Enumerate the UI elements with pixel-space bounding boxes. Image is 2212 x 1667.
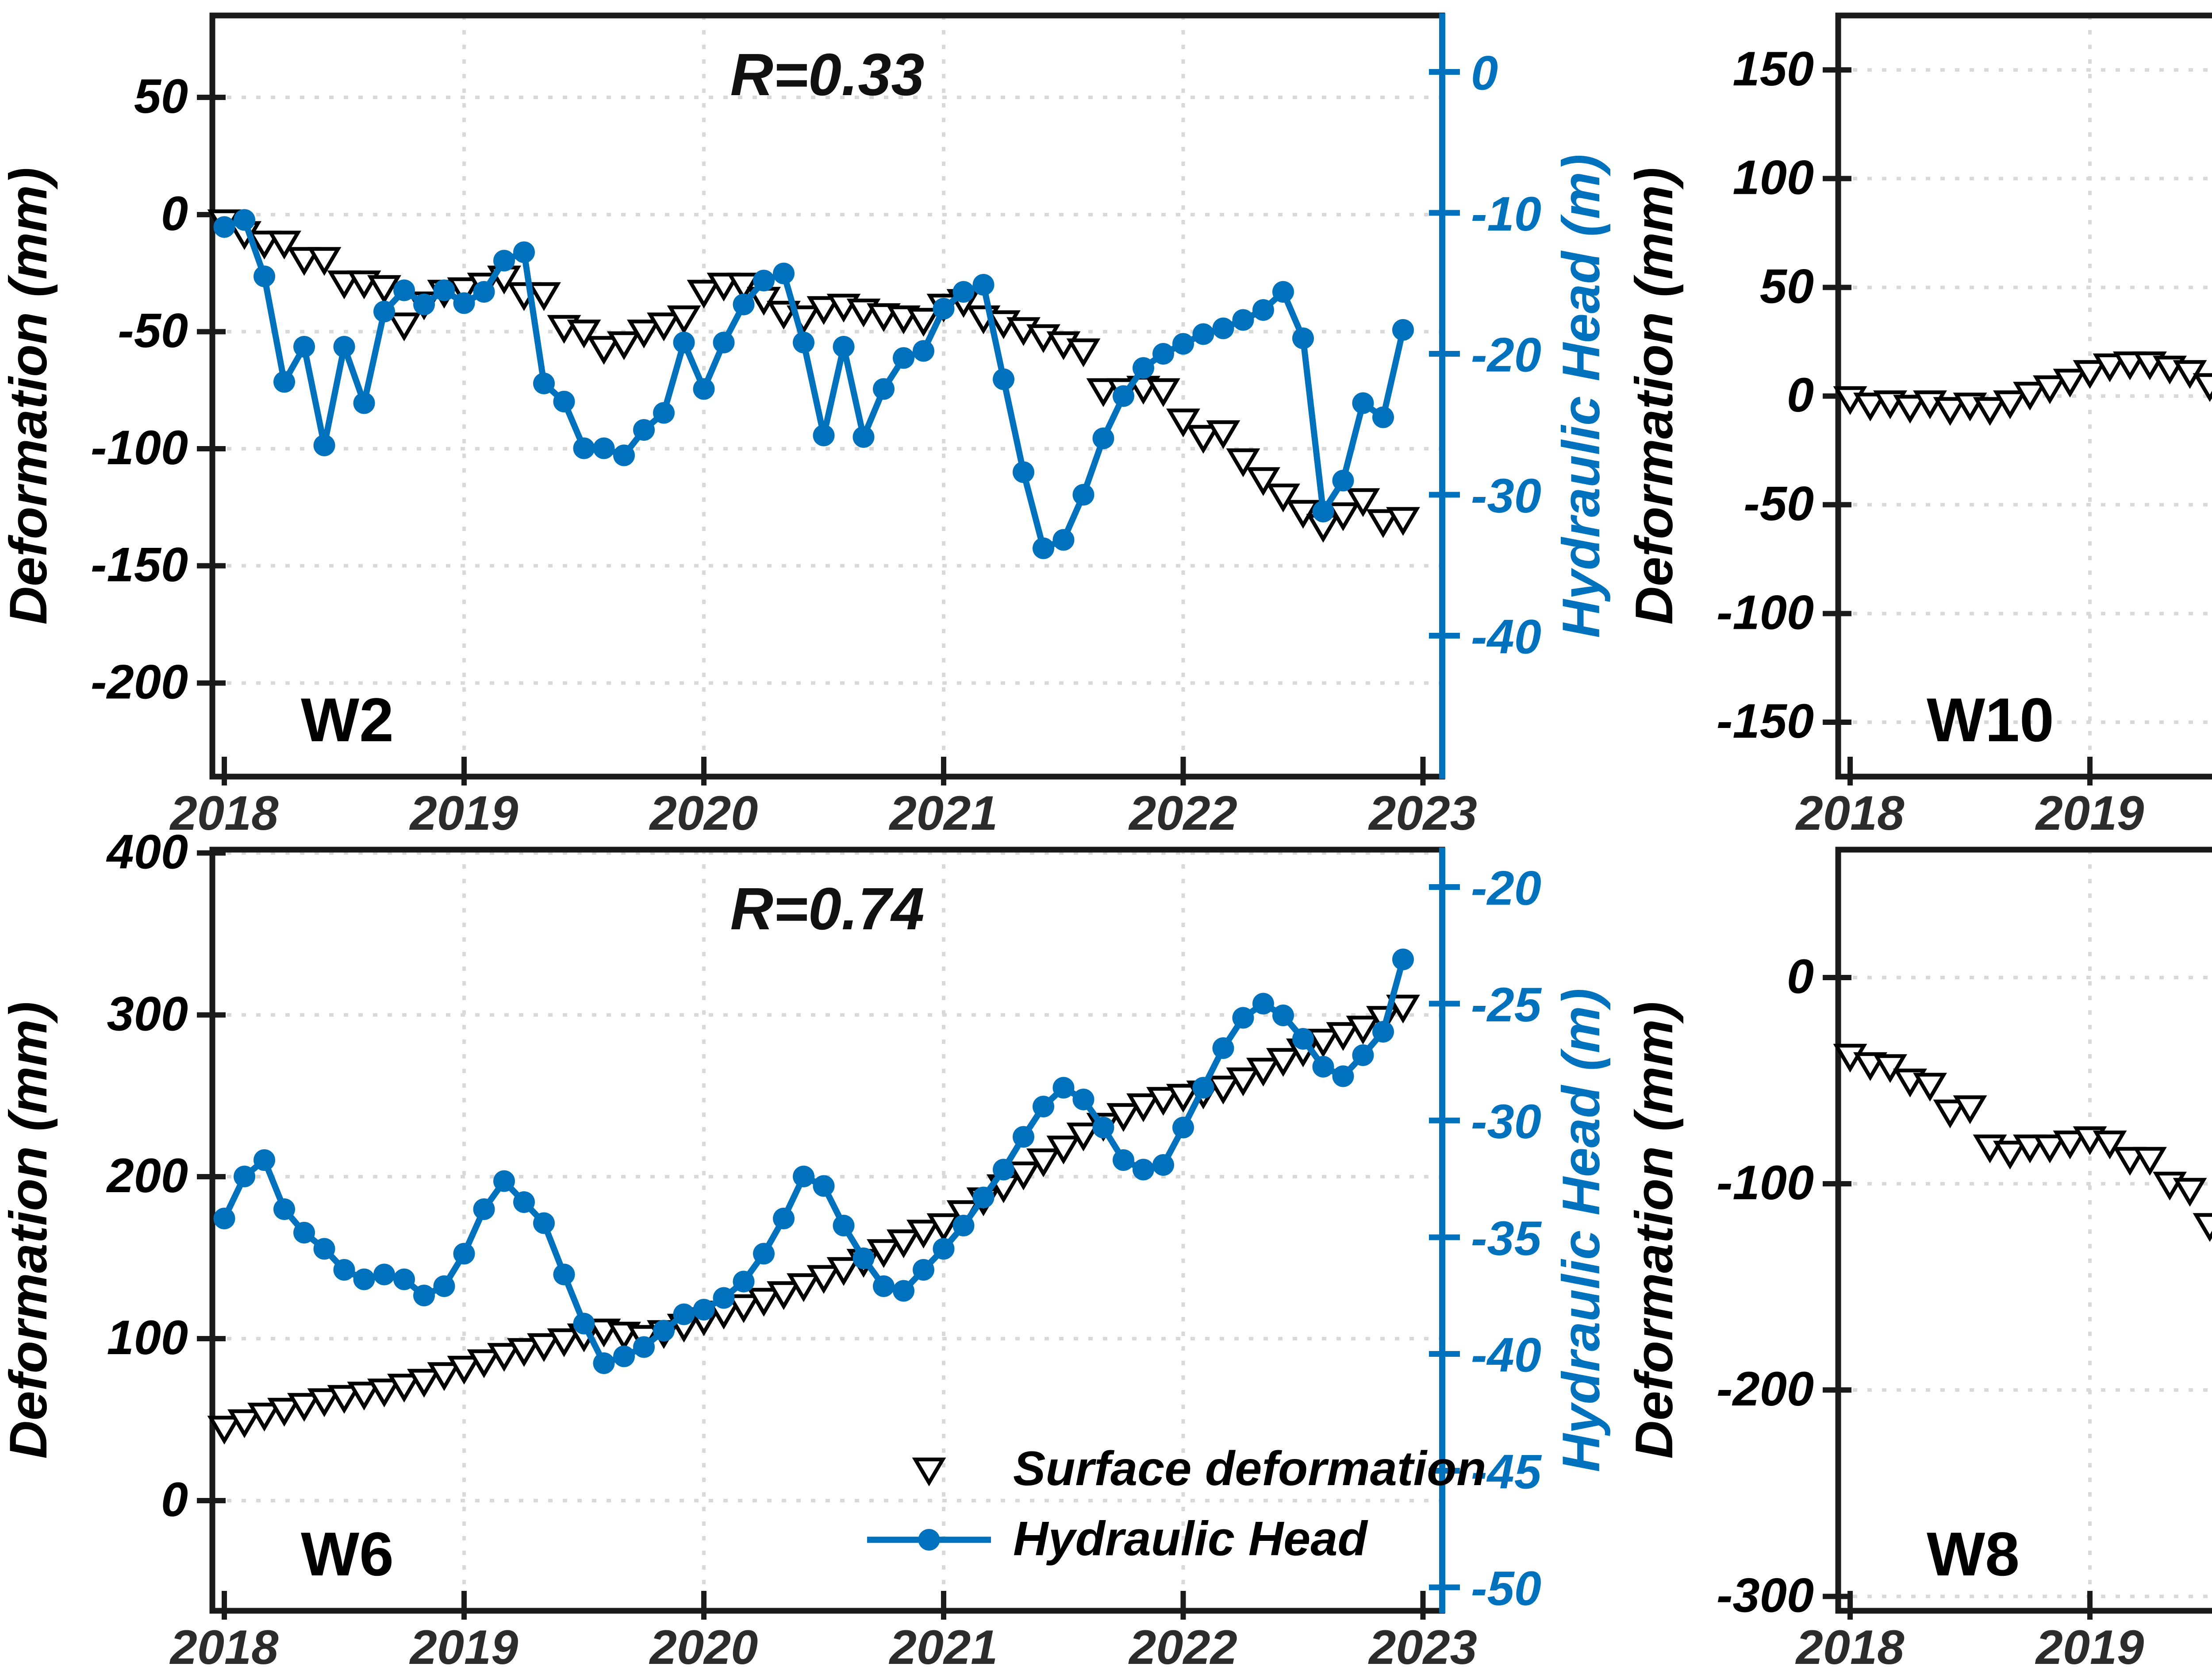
y-axis-left: 0 -100 -200 -300: [1717, 948, 1852, 1622]
svg-text:2021: 2021: [889, 1619, 998, 1667]
svg-text:-150: -150: [91, 537, 188, 592]
y-axis-left: 400 300 200 100 0: [106, 833, 226, 1526]
left-axis-title: Deformation (mm): [1626, 167, 1684, 624]
chart-w2: 2018 2019 2020 2021 2022 2023500-50-100-150-2…: [0, 12, 1611, 833]
y-axis-left: 50 0 -50 -100 -150 -200: [91, 69, 226, 709]
legend-label-surface-deformation: Surface deformation: [1013, 1441, 1486, 1495]
svg-text:-20: -20: [1471, 860, 1541, 915]
surface-deformation-series: [1833, 1043, 2212, 1241]
legend: Surface deformation Hydraulic Head: [867, 1441, 1486, 1565]
svg-text:0: 0: [1787, 948, 1814, 1003]
x-axis: 2018 2019 2020 2021 2022 2023: [169, 1590, 1477, 1667]
r-annotation: R=0.74: [730, 874, 924, 941]
panel-w6: 2018 2019 2020 2021 2022 2023 400 300 200 100 0 Def…: [0, 833, 1626, 1667]
svg-text:-100: -100: [1717, 585, 1814, 639]
panel-w2: 2018 2019 2020 2021 2022 2023 50 0 -50 -100 -150 -2…: [0, 0, 1626, 833]
svg-text:-50: -50: [1743, 476, 1814, 531]
svg-text:300: 300: [107, 986, 188, 1040]
svg-text:-300: -300: [1717, 1567, 1814, 1622]
svg-text:-200: -200: [1717, 1361, 1814, 1415]
svg-text:-30: -30: [1471, 1093, 1541, 1148]
svg-text:50: 50: [134, 69, 188, 123]
surface-deformation-series: [207, 994, 1420, 1444]
left-axis-title: Deformation (mm): [0, 167, 58, 624]
well-label: W10: [1927, 685, 2054, 755]
y-axis-left: 150 100 50 0 -50 -100 -150: [1717, 42, 1852, 748]
chart-w8: 2018201920202021202220230-100-200-300Def…: [1626, 846, 2212, 1667]
svg-text:2020: 2020: [649, 786, 758, 833]
y-axis-right: 0 -10 -20 -30 -40: [1429, 13, 1541, 779]
surface-deformation-series: [1833, 351, 2212, 426]
hydraulic-head-series: [213, 209, 1414, 559]
panel-w10: 201820192020202120222023150100500-50-100…: [1626, 0, 2212, 833]
svg-text:2018: 2018: [169, 786, 279, 833]
svg-text:100: 100: [107, 1309, 188, 1364]
grid: [1838, 849, 2212, 1610]
plot-frame: [1835, 846, 2212, 1613]
chart-w6: 2018 2019 2020 2021 2022 2023 400 300 200 100 0 Def…: [0, 833, 1611, 1667]
plot-frame: [209, 846, 1445, 1613]
svg-text:-10: -10: [1471, 187, 1541, 241]
r-annotation: R=0.33: [730, 41, 924, 108]
svg-text:2022: 2022: [1128, 786, 1237, 833]
svg-text:-100: -100: [1717, 1155, 1814, 1209]
svg-text:-35: -35: [1471, 1210, 1542, 1265]
svg-text:0: 0: [1471, 46, 1498, 100]
svg-text:2023: 2023: [1368, 786, 1477, 833]
panel-w8: 2018201920202021202220230-100-200-300Def…: [1626, 833, 2212, 1667]
svg-text:-25: -25: [1471, 977, 1542, 1031]
right-axis-title: Hydraulic Head (m): [1551, 154, 1611, 638]
grid: [212, 849, 1442, 1610]
svg-text:-40: -40: [1471, 1327, 1541, 1382]
well-label: W6: [301, 1518, 394, 1588]
svg-text:-30: -30: [1471, 469, 1541, 523]
svg-text:150: 150: [1733, 42, 1814, 96]
svg-text:50: 50: [1760, 259, 1814, 313]
svg-text:2019: 2019: [2035, 1619, 2144, 1667]
grid: [212, 15, 1442, 777]
svg-text:2022: 2022: [1128, 1619, 1237, 1667]
svg-text:-20: -20: [1471, 327, 1541, 382]
svg-text:2018: 2018: [1795, 786, 1905, 833]
svg-text:100: 100: [1733, 150, 1814, 204]
svg-text:2021: 2021: [889, 786, 998, 833]
legend-label-hydraulic-head: Hydraulic Head: [1013, 1511, 1369, 1565]
svg-text:-100: -100: [91, 420, 188, 475]
svg-text:2020: 2020: [649, 1619, 758, 1667]
svg-text:2019: 2019: [409, 786, 518, 833]
svg-text:0: 0: [161, 186, 188, 241]
svg-text:2018: 2018: [169, 1619, 279, 1667]
well-label: W8: [1927, 1518, 2020, 1588]
chart-w10: 201820192020202120222023150100500-50-100…: [1626, 12, 2212, 833]
svg-text:400: 400: [106, 833, 188, 878]
grid: [1838, 15, 2212, 777]
y-axis-right: -20 -25 -30 -35 -40 -45 -50: [1429, 847, 1542, 1615]
hydraulic-head-series: [213, 947, 1414, 1374]
svg-text:0: 0: [1787, 368, 1814, 422]
plot-frame: [209, 12, 1445, 780]
surface-deformation-series: [207, 209, 1420, 543]
svg-text:2018: 2018: [1795, 1619, 1905, 1667]
left-axis-title: Deformation (mm): [1626, 1001, 1684, 1458]
left-axis-title: Deformation (mm): [0, 1001, 58, 1458]
svg-text:2019: 2019: [409, 1619, 518, 1667]
svg-text:2019: 2019: [2035, 786, 2144, 833]
svg-text:-50: -50: [118, 303, 188, 358]
svg-text:-150: -150: [1717, 694, 1814, 748]
svg-text:-50: -50: [1471, 1560, 1541, 1615]
right-axis-title: Hydraulic Head (m): [1551, 988, 1611, 1471]
svg-text:-200: -200: [91, 654, 188, 709]
svg-text:200: 200: [106, 1147, 188, 1202]
svg-text:-45: -45: [1471, 1444, 1542, 1498]
x-axis: 2018 2019 2020 2021 2022 2023: [169, 756, 1477, 833]
svg-text:0: 0: [161, 1471, 188, 1526]
svg-text:-40: -40: [1471, 609, 1541, 664]
svg-text:2023: 2023: [1368, 1619, 1477, 1667]
well-label: W2: [301, 685, 394, 755]
